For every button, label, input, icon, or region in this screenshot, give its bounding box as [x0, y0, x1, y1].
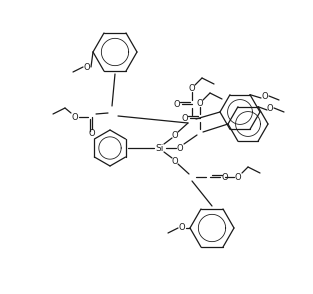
Text: O: O: [179, 223, 185, 233]
Text: O: O: [267, 103, 273, 113]
Text: O: O: [189, 83, 195, 93]
Text: O: O: [222, 173, 228, 181]
Text: O: O: [172, 156, 178, 166]
Text: O: O: [172, 131, 178, 139]
Text: O: O: [84, 63, 90, 71]
Text: O: O: [174, 99, 180, 108]
Text: O: O: [182, 113, 188, 123]
Text: Si: Si: [156, 143, 164, 153]
Text: O: O: [235, 173, 241, 181]
Text: O: O: [197, 98, 203, 108]
Text: O: O: [89, 128, 95, 138]
Text: O: O: [177, 143, 183, 153]
Text: O: O: [72, 113, 78, 121]
Text: O: O: [262, 91, 268, 101]
